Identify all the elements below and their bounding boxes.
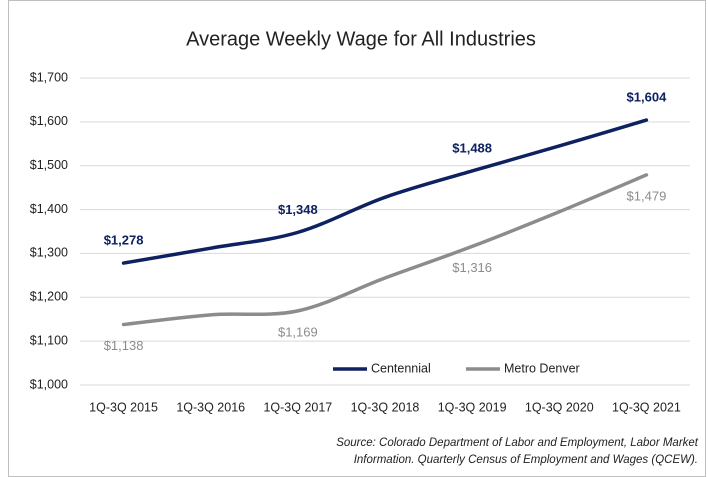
x-tick-label: 1Q-3Q 2020 [525,400,594,414]
y-tick-label: $1,600 [30,114,68,128]
data-label: $1,604 [627,90,668,105]
data-label: $1,479 [627,188,667,203]
y-tick-label: $1,100 [30,333,68,347]
source-note: Source: Colorado Department of Labor and… [336,437,699,449]
x-tick-label: 1Q-3Q 2017 [263,400,332,414]
y-tick-label: $1,300 [30,246,68,260]
x-tick-label: 1Q-3Q 2015 [89,400,158,414]
x-tick-label: 1Q-3Q 2016 [176,400,245,414]
data-label: $1,488 [452,140,492,155]
x-tick-label: 1Q-3Q 2018 [351,400,420,414]
legend-label: Centennial [371,361,431,375]
data-label: $1,316 [452,260,492,275]
y-tick-label: $1,000 [30,377,68,391]
y-tick-label: $1,700 [30,70,68,84]
series-line [121,118,649,265]
x-tick-label: 1Q-3Q 2019 [438,400,507,414]
chart-title: Average Weekly Wage for All Industries [186,28,536,50]
legend-label: Metro Denver [504,361,580,375]
x-tick-label: 1Q-3Q 2021 [612,400,681,414]
data-label: $1,169 [278,324,318,339]
y-tick-label: $1,400 [30,202,68,216]
y-tick-label: $1,500 [30,158,68,172]
data-label: $1,138 [104,338,144,353]
series-line [121,173,649,327]
y-tick-label: $1,200 [30,290,68,304]
data-label: $1,348 [278,202,318,217]
frame [8,0,706,477]
source-note: Information. Quarterly Census of Employm… [354,454,698,466]
data-label: $1,278 [104,233,144,248]
